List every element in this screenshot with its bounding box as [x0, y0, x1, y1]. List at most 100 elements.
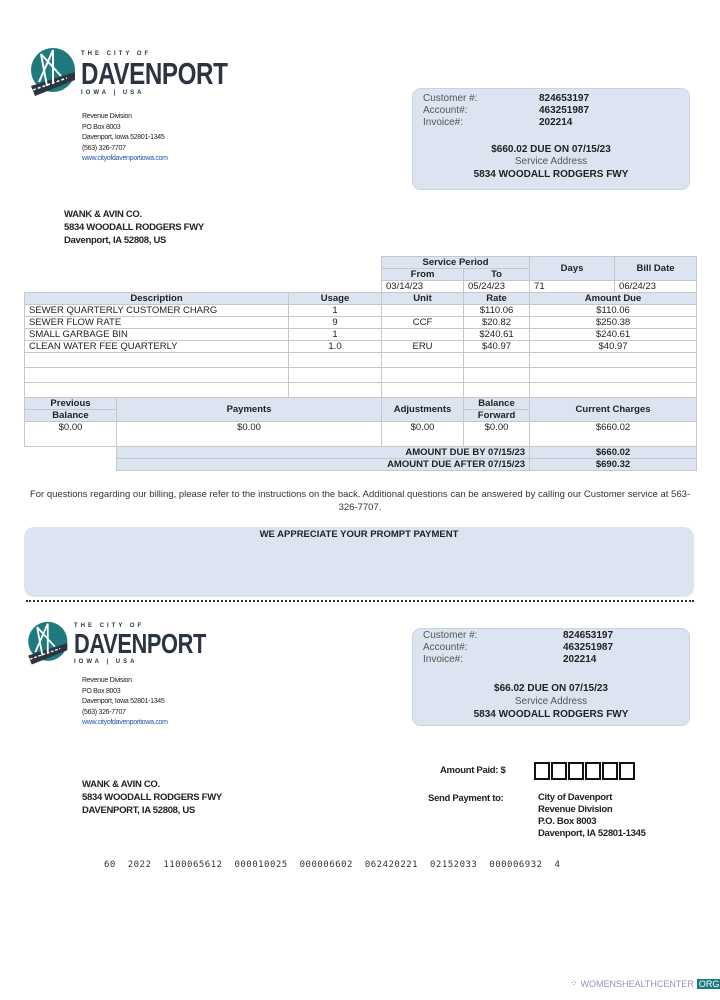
unit-header: Unit [381, 292, 465, 305]
customer-city: DAVENPORT, IA 52808, US [82, 805, 195, 816]
to-header: To [463, 268, 531, 281]
service-period-header: Service Period [381, 256, 531, 269]
row-rate: $110.06 [463, 304, 531, 317]
amount-due-date: $66.02 DUE ON 07/15/23 [494, 683, 608, 694]
sender-phone: (563) 326-7707 [82, 708, 126, 716]
row-unit [381, 304, 465, 317]
digit-box[interactable] [619, 762, 635, 780]
logo-city-name: DAVENPORT [81, 55, 228, 91]
logo-bottom-text: IOWA | USA [74, 659, 138, 665]
sender-website-link[interactable]: www.cityofdavenportiowa.com [82, 719, 168, 726]
previous-balance: $0.00 [24, 421, 117, 447]
watermark-tld: ORG [696, 978, 720, 989]
tear-line [26, 600, 694, 602]
digit-box[interactable] [585, 762, 601, 780]
previous-balance-header: Previous [24, 397, 117, 410]
stub-customer-address: WANK & AVIN CO. 5834 WOODALL RODGERS FWY… [82, 778, 222, 817]
bridge-logo-icon [28, 621, 68, 665]
logo-top-text: THE CITY OF [81, 50, 152, 57]
sender-website-link[interactable]: www.cityofdavenportiowa.com [82, 155, 168, 162]
balance-forward-header: Balance [463, 397, 531, 410]
row-unit: CCF [381, 316, 465, 329]
balance-forward-header-2: Forward [463, 409, 531, 422]
row-amount: $110.06 [529, 304, 698, 317]
sender-line: PO Box 8003 [82, 687, 121, 695]
description-header: Description [24, 292, 289, 305]
sender-line: PO Box 8003 [82, 123, 121, 131]
payments: $0.00 [115, 421, 383, 447]
row-amount: $250.38 [529, 316, 698, 329]
account-label: Account#: [423, 642, 468, 653]
customer-address: WANK & AVIN CO. 5834 WOODALL RODGERS FWY… [64, 208, 204, 247]
amount-due-after-label: AMOUNT DUE AFTER 07/15/23 [115, 458, 531, 471]
amount-paid-boxes[interactable] [534, 762, 636, 780]
remit-line: Revenue Division [538, 804, 613, 815]
city-logo: THE CITY OF DAVENPORT IOWA | USA [27, 46, 269, 100]
bridge-logo-icon [31, 48, 75, 96]
current-charges: $660.02 [529, 421, 698, 447]
usage-header: Usage [287, 292, 383, 305]
logo-top-text: THE CITY OF [74, 623, 145, 629]
bill-table: Service Period Days Bill Date From To 03/14… [24, 256, 698, 471]
bill-date-header: Bill Date [614, 256, 698, 281]
empty-row [24, 382, 698, 398]
customer-name: WANK & AVIN CO. [82, 779, 160, 790]
digit-box[interactable] [551, 762, 567, 780]
city-logo-stub: THE CITY OF DAVENPORT IOWA | USA [24, 620, 243, 668]
row-unit [381, 328, 465, 341]
from-header: From [381, 268, 465, 281]
row-usage: 1 [287, 328, 383, 341]
account-info-box-stub: Customer #: 824653197 Account#: 463251987 … [412, 628, 690, 726]
micr-scan-line: 60 2022 1100065612 000010025 000006602 0… [104, 860, 561, 870]
row-rate: $240.61 [463, 328, 531, 341]
message-box: WE APPRECIATE YOUR PROMPT PAYMENT [24, 527, 694, 597]
rate-header: Rate [463, 292, 531, 305]
account-number: 463251987 [539, 105, 590, 116]
amount-paid-label: Amount Paid: $ [440, 765, 506, 776]
remit-address: City of Davenport Revenue Division P.O. … [538, 792, 646, 840]
sender-line: Davenport, Iowa 52801-1345 [82, 698, 165, 705]
customer-number: 824653197 [539, 93, 590, 104]
amount-due-header: Amount Due [529, 292, 698, 305]
empty-row [24, 367, 698, 383]
payments-header: Payments [115, 397, 383, 422]
remit-line: Davenport, IA 52801-1345 [538, 828, 646, 839]
customer-name: WANK & AVIN CO. [64, 209, 142, 220]
billing-questions-note: For questions regarding our billing, ple… [29, 489, 691, 513]
send-payment-label: Send Payment to: [428, 793, 504, 804]
row-unit: ERU [381, 340, 465, 353]
days-header: Days [529, 256, 616, 281]
row-description: CLEAN WATER FEE QUARTERLY [24, 340, 289, 353]
watermark: ⁘ WOMENSHEALTHCENTER ORG [570, 978, 720, 989]
amount-due-by-label: AMOUNT DUE BY 07/15/23 [115, 446, 531, 459]
amount-due-after: $690.32 [529, 458, 698, 471]
table-row: CLEAN WATER FEE QUARTERLY 1.0 ERU $40.97 $40… [24, 340, 698, 353]
invoice-label: Invoice#: [423, 117, 464, 128]
logo-city-name: DAVENPORT [74, 628, 206, 659]
invoice-number: 202214 [539, 117, 573, 128]
customer-label: Customer #: [423, 630, 478, 641]
row-description: SEWER FLOW RATE [24, 316, 289, 329]
amount-due-date: $660.02 DUE ON 07/15/23 [491, 144, 611, 155]
row-description: SMALL GARBAGE BIN [24, 328, 289, 341]
logo-bottom-text: IOWA | USA [81, 89, 145, 96]
adjustments: $0.00 [381, 421, 465, 447]
service-address: 5834 WOODALL RODGERS FWY [473, 169, 629, 180]
row-description: SEWER QUARTERLY CUSTOMER CHARG [24, 304, 289, 317]
digit-box[interactable] [568, 762, 584, 780]
amount-due-by: $660.02 [529, 446, 698, 459]
balance-forward: $0.00 [463, 421, 531, 447]
digit-box[interactable] [534, 762, 550, 780]
customer-city: Davenport, IA 52808, US [64, 235, 167, 246]
period-days: 71 [529, 280, 616, 293]
bill-date: 06/24/23 [614, 280, 698, 293]
invoice-number: 202214 [563, 654, 597, 665]
service-address: 5834 WOODALL RODGERS FWY [473, 709, 629, 720]
customer-label: Customer #: [423, 93, 478, 104]
digit-box[interactable] [602, 762, 618, 780]
row-amount: $240.61 [529, 328, 698, 341]
customer-number: 824653197 [563, 630, 614, 641]
invoice-label: Invoice#: [423, 654, 464, 665]
row-usage: 1 [287, 304, 383, 317]
